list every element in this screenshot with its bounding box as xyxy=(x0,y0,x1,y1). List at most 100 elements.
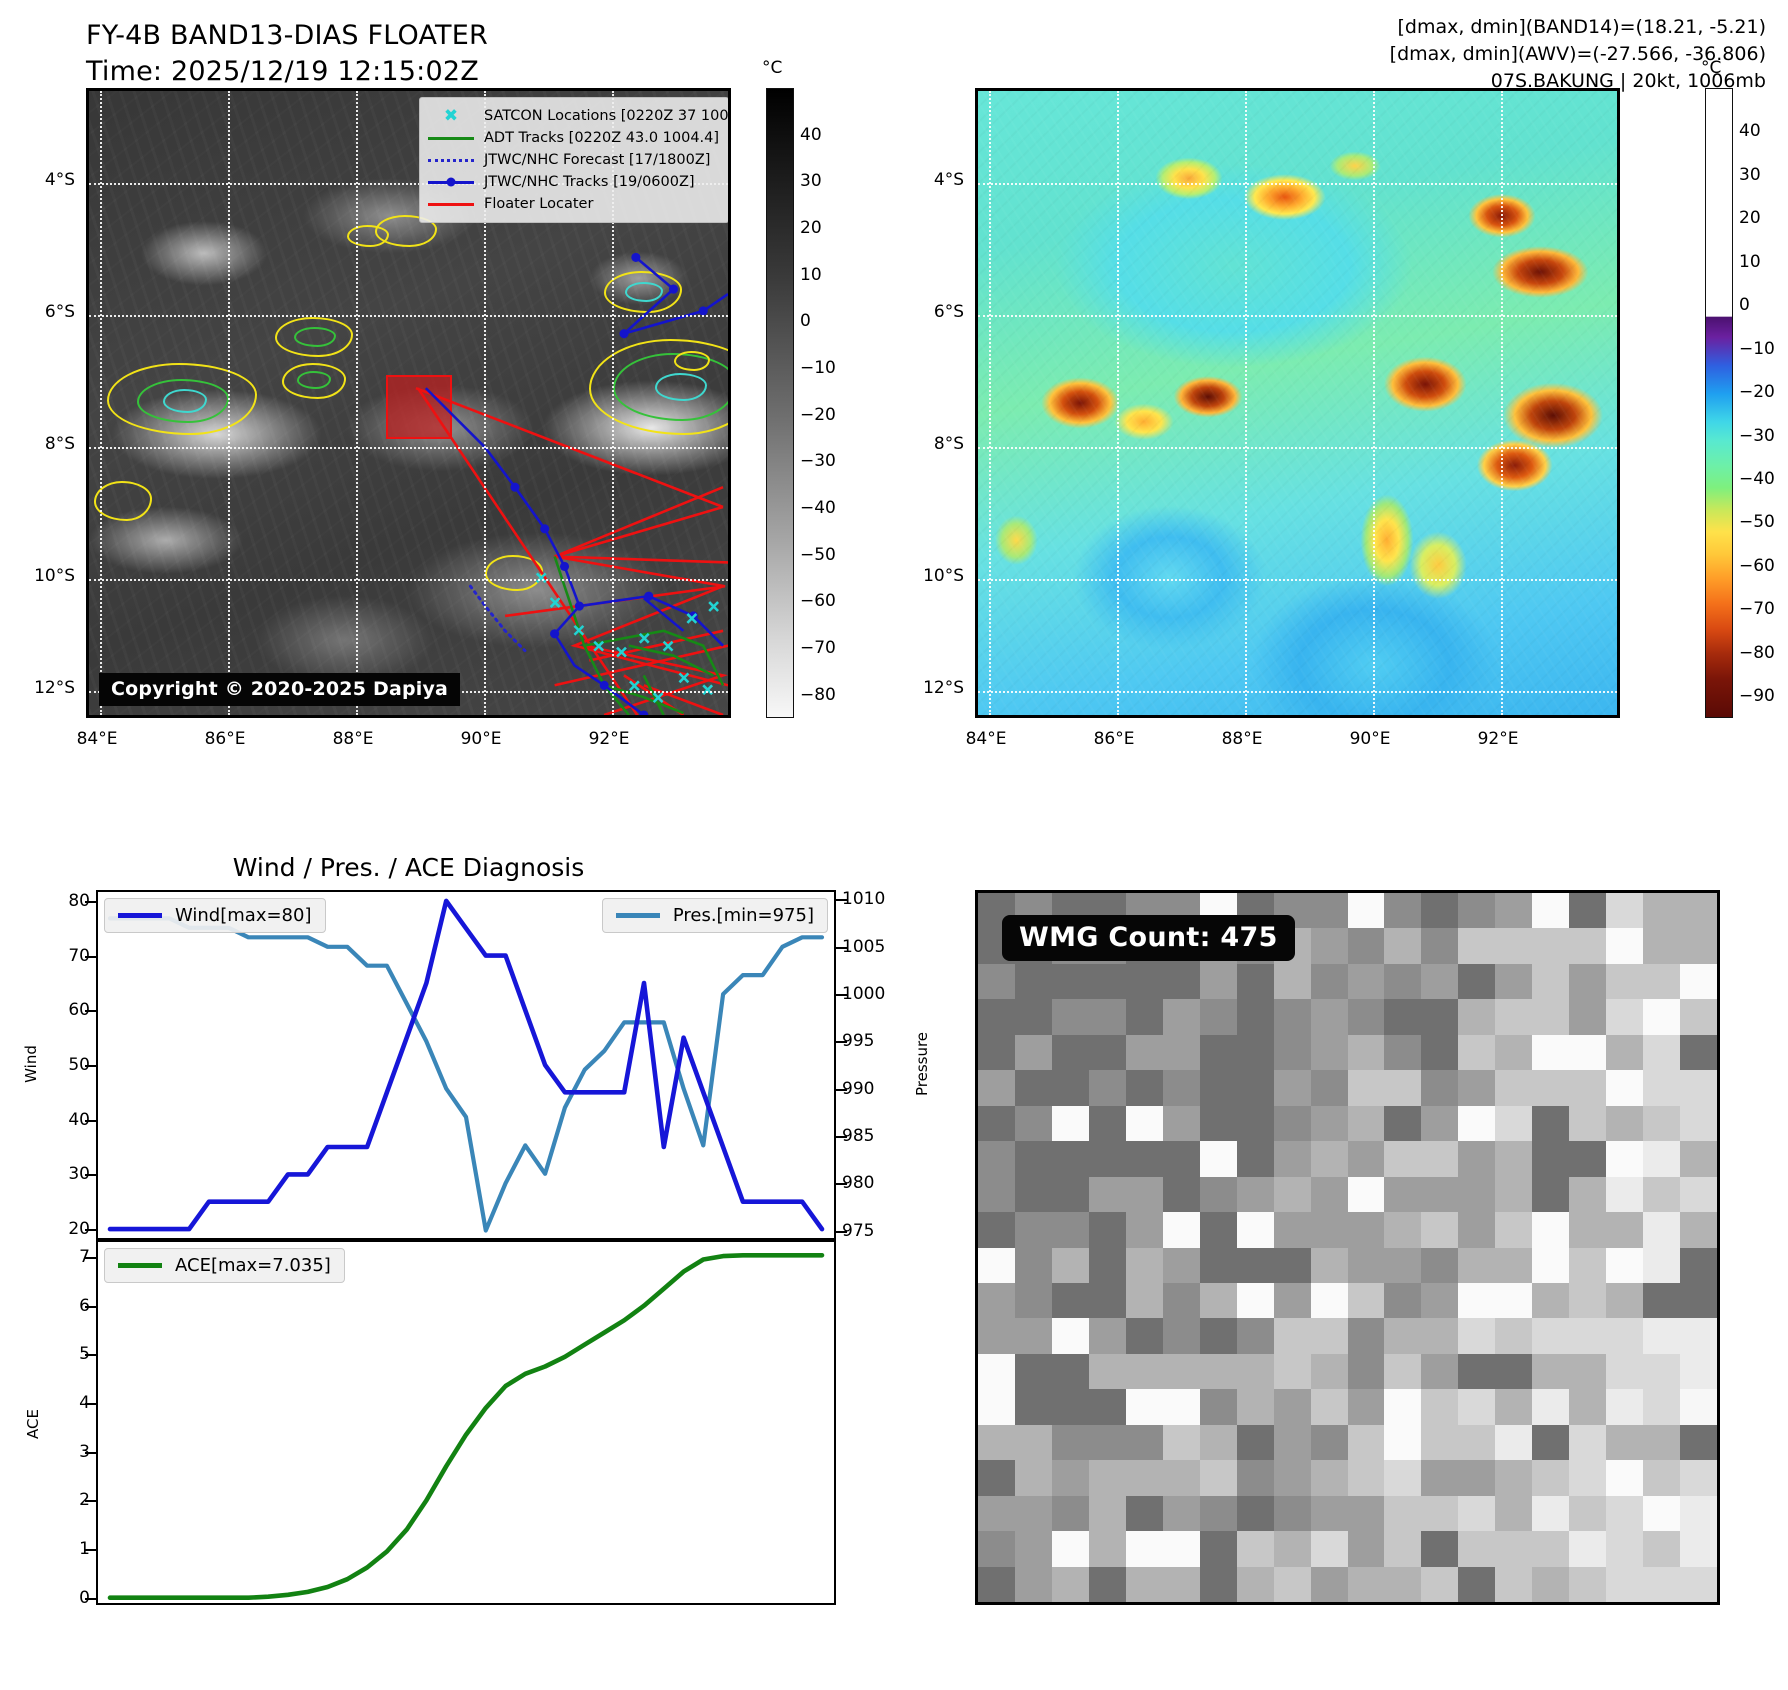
wmg-cell xyxy=(1125,1566,1163,1602)
wmg-cell xyxy=(1421,1389,1459,1425)
wmg-cell xyxy=(1162,1495,1200,1532)
wmg-cell xyxy=(1088,1070,1126,1106)
wmg-cell xyxy=(1199,999,1237,1035)
wmg-cell xyxy=(1680,963,1717,1000)
wmg-cell xyxy=(1421,1176,1459,1213)
colorbar-tick-label: −30 xyxy=(800,451,836,472)
wmg-cell xyxy=(1347,1141,1385,1177)
contour-cyan xyxy=(655,373,707,401)
wmg-cell xyxy=(1606,1034,1644,1071)
wmg-cell xyxy=(978,1034,1015,1071)
wmg-cell xyxy=(1569,1247,1607,1283)
wmg-cell xyxy=(1162,1105,1200,1142)
wmg-cell xyxy=(1495,1353,1533,1390)
axis-tick-label: 20 xyxy=(68,1219,90,1240)
wmg-cell xyxy=(1606,1389,1644,1425)
wmg-cell xyxy=(1088,1212,1126,1248)
wmg-cell xyxy=(1569,1566,1607,1602)
wmg-cell xyxy=(1051,1070,1089,1106)
colorbar-unit: °C xyxy=(762,58,783,78)
wmg-cell xyxy=(1014,1282,1052,1319)
axis-tick-mark xyxy=(85,1500,96,1503)
wmg-cell xyxy=(1384,893,1422,929)
wmg-cell xyxy=(1051,1531,1089,1567)
pressure-axis-title: Pressure xyxy=(912,1031,931,1097)
colorbar-grayscale: °C 40 30 20 10 0 −10 −20 −30 −40 −50 −60 −70 −80 xyxy=(762,58,836,718)
wmg-cell xyxy=(1088,1176,1126,1213)
wmg-cell xyxy=(1458,1282,1496,1319)
wmg-cell xyxy=(1643,1070,1681,1106)
wmg-cell xyxy=(1347,1212,1385,1248)
wmg-cell xyxy=(1384,1424,1422,1461)
wmg-cell xyxy=(1310,928,1348,964)
wind-pressure-chart[interactable]: 20 30 40 50 60 70 80 975 980 985 990 995 1000 1005 10… xyxy=(22,889,931,1240)
wmg-cell xyxy=(1310,1318,1348,1354)
wmg-cell xyxy=(1273,1247,1311,1283)
axis-tick-label: 4 xyxy=(79,1393,90,1414)
wmg-cell xyxy=(1125,999,1163,1035)
wmg-cell xyxy=(1384,1176,1422,1213)
wmg-cell xyxy=(1273,1318,1311,1354)
wmg-cell xyxy=(1643,1566,1681,1602)
wmg-cell xyxy=(1643,928,1681,964)
wmg-cell xyxy=(1569,1070,1607,1106)
jtwc-forecast-track xyxy=(468,584,527,653)
wmg-cell xyxy=(1014,1566,1052,1602)
wmg-cell xyxy=(1421,1424,1459,1461)
colorbar-ir-enhanced: °C 40 30 20 10 0 −10 −20 −30 −40 −50 −60 −70 −80 −90 xyxy=(1701,58,1775,718)
wmg-cell xyxy=(1643,1460,1681,1496)
wmg-cell xyxy=(1347,1318,1385,1354)
wmg-cell xyxy=(1310,1176,1348,1213)
axis-tick-label: 70 xyxy=(68,945,90,966)
wmg-cell xyxy=(1384,1318,1422,1354)
wmg-cell xyxy=(1273,1389,1311,1425)
wmg-cell xyxy=(1569,1460,1607,1496)
wmg-cell xyxy=(1125,1176,1163,1213)
wind-pressure-series xyxy=(107,898,825,1233)
axis-tick-label: 1005 xyxy=(842,936,886,957)
contour-green xyxy=(294,327,336,347)
wmg-cell xyxy=(1532,1318,1570,1354)
wind-axis-title: Wind xyxy=(21,1045,40,1083)
wmg-cell xyxy=(1384,1141,1422,1177)
wmg-cell xyxy=(1569,1353,1607,1390)
wmg-cell xyxy=(1162,1034,1200,1071)
ace-legend: ACE[max=7.035] xyxy=(104,1248,345,1283)
axis-tick-label: 0 xyxy=(79,1587,90,1608)
wmg-cell xyxy=(1643,1353,1681,1390)
wmg-cell xyxy=(1051,1566,1089,1602)
wmg-cell xyxy=(1458,1212,1496,1248)
axis-tick-mark xyxy=(85,1354,96,1357)
wmg-cell xyxy=(1458,1566,1496,1602)
wmg-cell xyxy=(1347,1389,1385,1425)
wmg-cell xyxy=(1458,999,1496,1035)
wmg-cell xyxy=(1532,1212,1570,1248)
wmg-cell xyxy=(1088,1318,1126,1354)
wmg-cell xyxy=(1125,1212,1163,1248)
wmg-cell xyxy=(1014,963,1052,1000)
wmg-cell xyxy=(1569,1034,1607,1071)
wmg-cell xyxy=(1384,1247,1422,1283)
wmg-cell xyxy=(1162,1176,1200,1213)
axis-tick-mark xyxy=(85,1257,96,1260)
wmg-cell xyxy=(1532,928,1570,964)
floater-map-panel[interactable]: ✖ SATCON Locations [0220Z 37 1004] ADT T… xyxy=(86,88,731,718)
wmg-cell xyxy=(1606,1070,1644,1106)
wmg-cell xyxy=(1384,1353,1422,1390)
ir-color-map-panel[interactable] xyxy=(975,88,1620,718)
wmg-cell xyxy=(1347,1247,1385,1283)
wmg-cell xyxy=(1273,1070,1311,1106)
axis-tick-label: 2 xyxy=(79,1490,90,1511)
wmg-cell xyxy=(1347,999,1385,1035)
axis-tick-label: 1 xyxy=(79,1539,90,1560)
wmg-cell xyxy=(1236,1212,1274,1248)
wmg-cell xyxy=(1458,1176,1496,1213)
wmg-cell xyxy=(1495,1105,1533,1142)
solid-line-icon xyxy=(427,197,475,211)
wmg-cell xyxy=(1643,963,1681,1000)
ace-chart[interactable]: 0 1 2 3 4 5 6 7 ACE ACE[max=7.035] xyxy=(24,1240,836,1608)
wmg-cell xyxy=(1310,1531,1348,1567)
wmg-cell xyxy=(1014,1318,1052,1354)
wmg-mosaic-panel[interactable]: WMG Count: 475 xyxy=(975,890,1720,1605)
axis-tick-label: 80 xyxy=(68,890,90,911)
